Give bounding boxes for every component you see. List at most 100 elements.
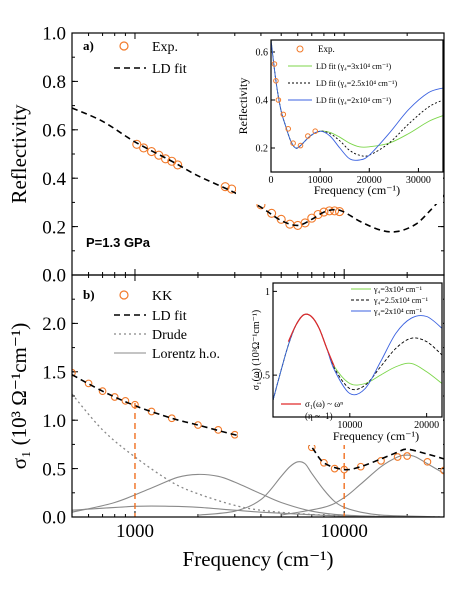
y-tick-label: 0.0 <box>42 508 66 529</box>
kk-point <box>194 421 202 429</box>
exp-point <box>300 218 310 228</box>
kk-point <box>440 466 444 475</box>
exp-point <box>160 154 171 164</box>
exp-point <box>330 206 340 216</box>
kk-point <box>84 379 93 388</box>
kk-point <box>423 457 432 466</box>
legend-exp-label: Exp. <box>318 44 335 54</box>
legend-ld-label: LD fit <box>152 62 187 77</box>
inset-exp-point <box>285 126 292 132</box>
legend-label: γ₄=2.5x10⁴ cm⁻¹ <box>373 296 429 305</box>
y-tick-label: 1.0 <box>42 24 66 45</box>
y-axis-label: Reflectivity <box>7 104 31 204</box>
x-axis-label: Frequency (cm⁻¹) <box>183 547 334 571</box>
lorentz-oscillator-line <box>72 473 444 517</box>
x-tick-label: 20000 <box>357 175 382 186</box>
inset-exp-point <box>312 128 319 134</box>
y-tick-label: 0.0 <box>42 266 66 287</box>
legend-label: LD fit (γ₄=2.5x10⁴ cm⁻¹) <box>316 79 397 88</box>
legend-label: γ₄=2x10⁴ cm⁻¹ <box>373 307 423 316</box>
y-tick-label: 1 <box>265 287 270 298</box>
y-axis-label: σ₁ (10³ Ω⁻¹cm⁻¹) <box>7 323 31 469</box>
legend-label: LD fit (γ₄=3x10⁴ cm⁻¹) <box>316 62 391 71</box>
plot-frame <box>270 39 444 173</box>
x-tick-label: 20000 <box>414 420 439 431</box>
inset-exp-point <box>290 140 296 146</box>
x-axis-label: Frequency (cm⁻¹) <box>314 183 400 197</box>
kk-point <box>72 368 76 377</box>
plot-frame <box>272 282 443 418</box>
kk-point <box>110 393 119 401</box>
y-tick-label: 0.6 <box>256 48 269 59</box>
legend-kk-label: KK <box>152 289 172 304</box>
kk-point <box>121 396 130 405</box>
legend-lorentz-label: Lorentz h.o. <box>152 347 220 362</box>
inset-b-data <box>273 313 442 401</box>
x-tick-label: 10000 <box>320 521 368 542</box>
inset-b: 0.5 1 10000 20000 σ₁(ω) (10³Ω⁻¹cm⁻¹) Frequenc… <box>238 279 443 445</box>
exp-point <box>132 139 142 149</box>
x-tick-label: 10000 <box>308 175 333 186</box>
exp-point <box>267 208 277 218</box>
inset-exp-point <box>280 111 287 118</box>
inset-fit-line <box>271 40 443 157</box>
inset-exp-point <box>305 133 311 139</box>
exp-point <box>324 206 334 216</box>
exp-point <box>146 147 157 157</box>
legend-exp-label: Exp. <box>152 40 178 55</box>
inset-conductivity-line <box>287 313 336 367</box>
kk-point <box>98 387 107 396</box>
y-tick-label: 0.5 <box>42 459 66 480</box>
legend-ld-label: LD fit <box>152 309 187 324</box>
inset-fit-line <box>271 40 443 161</box>
plot-frame <box>71 274 445 518</box>
y-tick-label: 0.2 <box>42 217 66 238</box>
inset-exp-point <box>297 142 304 149</box>
y-tick-label: 0.4 <box>42 169 66 190</box>
inset-exp-point <box>271 61 278 67</box>
y-axis-label: σ₁(ω) (10³Ω⁻¹cm⁻¹) <box>251 310 262 390</box>
inset-exp-point <box>273 78 279 84</box>
exp-point <box>173 160 183 170</box>
drude-line <box>72 393 444 517</box>
panel-a: 0.0 0.2 0.4 0.6 0.8 1.0 Reflectivity a) Exp. LD f… <box>7 24 445 287</box>
y-axis-label: Reflectivity <box>236 78 250 135</box>
y-tick-label: 0.4 <box>256 96 269 107</box>
x-axis-label: Frequency (cm⁻¹) <box>333 429 419 443</box>
inset-a: 0.2 0.4 0.6 0 10000 20000 30000 Reflectivity Fre… <box>236 36 444 204</box>
x-tick-label: 0 <box>269 175 274 186</box>
kk-point <box>403 452 412 460</box>
legend-power-law-label: σ₁(ω) ~ ωⁿ <box>305 399 343 409</box>
kk-point <box>356 462 365 471</box>
x-tick-label: 10000 <box>337 420 362 431</box>
legend-exp-marker <box>296 45 304 53</box>
y-tick-label: 1.0 <box>42 411 66 432</box>
y-tick-label: 0.2 <box>256 144 269 155</box>
y-tick-label: 0.5 <box>258 371 271 382</box>
pressure-annotation: P=1.3 GPa <box>86 235 151 250</box>
panel-label: b) <box>83 287 95 302</box>
legend-kk-marker <box>119 290 129 300</box>
y-tick-label: 1.5 <box>42 362 66 383</box>
x-tick-label: 1000 <box>116 521 154 542</box>
kk-point <box>320 458 328 467</box>
kk-point <box>147 407 156 416</box>
legend-drude-label: Drude <box>152 328 187 343</box>
legend-label: γ₄=3x10⁴ cm⁻¹ <box>373 285 423 294</box>
y-tick-label: 0.8 <box>42 72 66 93</box>
y-tick-label: 0.6 <box>42 120 66 141</box>
y-tick-label: 2.0 <box>42 314 66 335</box>
legend-exp-marker <box>119 41 129 51</box>
exp-point <box>313 209 323 220</box>
lorentz-oscillator-line <box>281 454 444 516</box>
inset-exp-point <box>275 97 282 103</box>
exp-point <box>276 214 286 224</box>
panel-label: a) <box>83 38 94 53</box>
kk-point <box>393 453 402 461</box>
legend-power-law-exponent: (η ~ -1) <box>305 411 333 421</box>
kk-point <box>167 414 176 423</box>
ld-fit-line <box>72 107 444 233</box>
lorentz-oscillator-line <box>197 461 444 517</box>
exp-point <box>220 182 230 192</box>
